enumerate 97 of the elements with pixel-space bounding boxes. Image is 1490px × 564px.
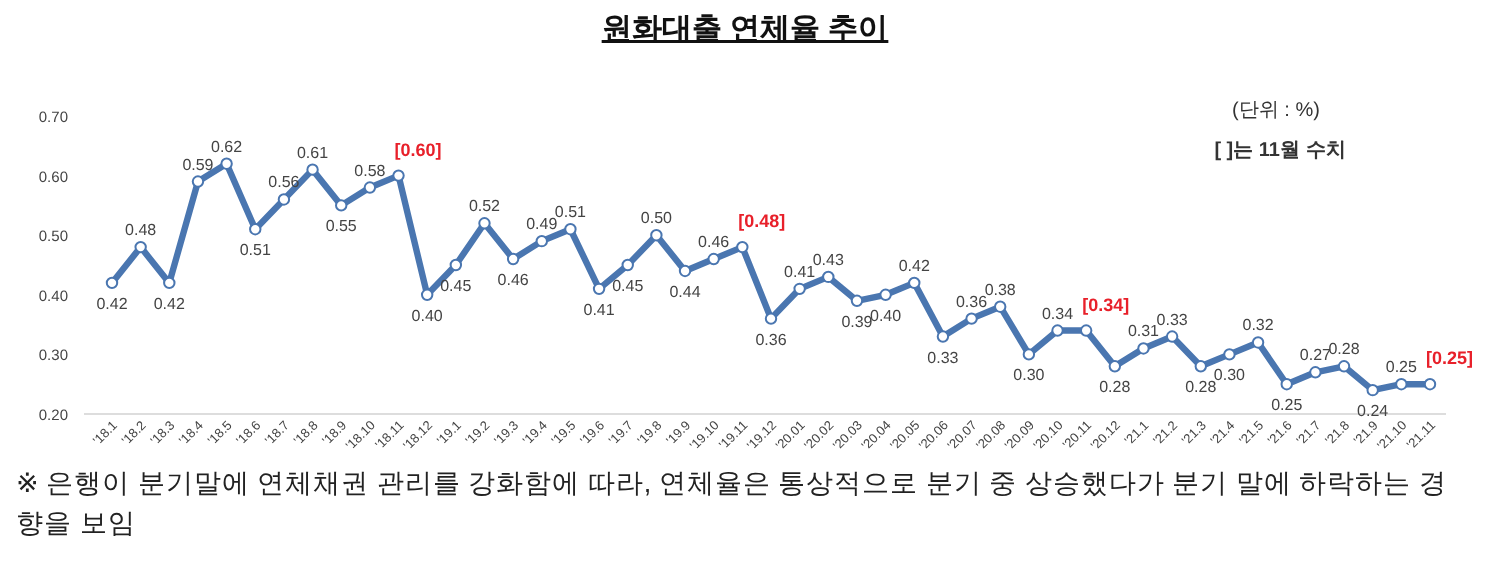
point <box>793 282 806 296</box>
data-label: 0.50 <box>640 209 674 228</box>
point <box>1423 378 1437 391</box>
data-label: 0.36 <box>755 330 788 349</box>
data-label: 0.41 <box>784 262 817 281</box>
data-label: 0.28 <box>1099 378 1132 397</box>
point <box>335 199 348 212</box>
point <box>191 175 205 188</box>
point <box>707 252 720 266</box>
point <box>965 312 978 325</box>
point <box>1223 348 1236 361</box>
data-label: 0.30 <box>1013 366 1046 385</box>
data-label: 0.39 <box>841 312 874 331</box>
point <box>220 157 233 170</box>
data-label: 0.45 <box>612 277 645 295</box>
point <box>650 229 663 242</box>
point <box>736 240 749 254</box>
data-label: 0.56 <box>268 173 301 192</box>
point <box>449 258 463 272</box>
data-label: 0.42 <box>898 256 931 275</box>
point <box>134 240 147 254</box>
data-label: 0.43 <box>812 250 845 269</box>
data-label: 0.30 <box>1213 366 1247 385</box>
data-label: 0.25 <box>1271 396 1304 415</box>
point <box>908 276 921 290</box>
data-label: 0.51 <box>239 241 272 260</box>
point <box>535 234 548 248</box>
data-label: 0.45 <box>440 277 473 295</box>
point <box>420 288 434 301</box>
annotation: [0.48] <box>738 211 786 232</box>
text: ※ 은행이 분기말에 연체채권 관리를 강화함에 따라, 연체율은 통상적으로 분기 중 상승했다가 분기 말에 하락하는 경향을 보임 <box>16 466 1449 542</box>
point <box>1280 378 1293 391</box>
point <box>249 223 262 236</box>
point <box>1366 383 1379 397</box>
point <box>592 282 606 296</box>
data-label: 0.36 <box>955 292 989 311</box>
point <box>822 270 835 284</box>
data-label: 0.25 <box>1385 358 1419 377</box>
point <box>1108 360 1122 373</box>
point <box>1165 330 1179 343</box>
data-label: 0.44 <box>669 282 702 301</box>
point <box>564 223 577 236</box>
point <box>994 300 1007 313</box>
data-label: 0.33 <box>1156 310 1189 329</box>
data-label: 0.46 <box>497 271 530 290</box>
annotation: [ ]는 11월 수치 <box>1214 140 1346 162</box>
annotation: [0.34] <box>1082 294 1130 315</box>
point <box>105 276 119 290</box>
chart-title: 원화대출 연체율 추이 <box>601 12 889 46</box>
point <box>850 294 864 307</box>
point <box>1022 348 1036 361</box>
point <box>1251 336 1265 349</box>
data-label: 0.62 <box>211 137 244 156</box>
point <box>306 163 319 176</box>
data-label: 0.31 <box>1127 322 1161 341</box>
data-label: 0.48 <box>125 221 158 240</box>
point <box>392 169 405 182</box>
point <box>1194 360 1207 373</box>
data-label: 0.42 <box>153 294 186 313</box>
annotation: [0.25] <box>1426 348 1474 369</box>
data-label: 0.41 <box>583 300 616 319</box>
annotation: (단위 : %) <box>1232 100 1320 122</box>
point <box>936 330 950 343</box>
point <box>1395 378 1408 391</box>
data-label: 0.59 <box>182 155 215 174</box>
data-label: 0.38 <box>984 280 1017 299</box>
point <box>1309 366 1322 379</box>
point <box>363 181 377 194</box>
data-label: 0.32 <box>1242 316 1275 335</box>
data-label: 0.61 <box>296 143 330 162</box>
data-label: 0.28 <box>1328 340 1361 359</box>
point <box>277 193 291 206</box>
data-label: 0.55 <box>325 217 358 236</box>
point <box>506 252 520 266</box>
data-label: 0.51 <box>554 203 588 222</box>
data-label: 0.40 <box>870 306 903 325</box>
data-label: 0.46 <box>698 233 731 252</box>
point <box>621 258 634 272</box>
data-label: 0.24 <box>1357 402 1390 421</box>
point <box>1079 324 1093 337</box>
data-label: 0.58 <box>354 161 387 180</box>
point <box>764 312 778 325</box>
point <box>478 217 491 230</box>
point <box>1337 360 1351 373</box>
point <box>1051 324 1064 337</box>
data-label: 0.33 <box>927 348 960 367</box>
data-label: 0.42 <box>96 294 129 313</box>
point <box>163 276 176 290</box>
data-label: 0.40 <box>411 306 444 325</box>
annotation: [0.60] <box>394 139 442 160</box>
point <box>1137 342 1150 355</box>
data-label: 0.52 <box>468 197 502 216</box>
point <box>879 288 892 301</box>
data-label: 0.49 <box>526 215 559 234</box>
data-label: 0.34 <box>1041 304 1075 323</box>
point <box>678 264 692 278</box>
data-label: 0.28 <box>1185 378 1218 397</box>
